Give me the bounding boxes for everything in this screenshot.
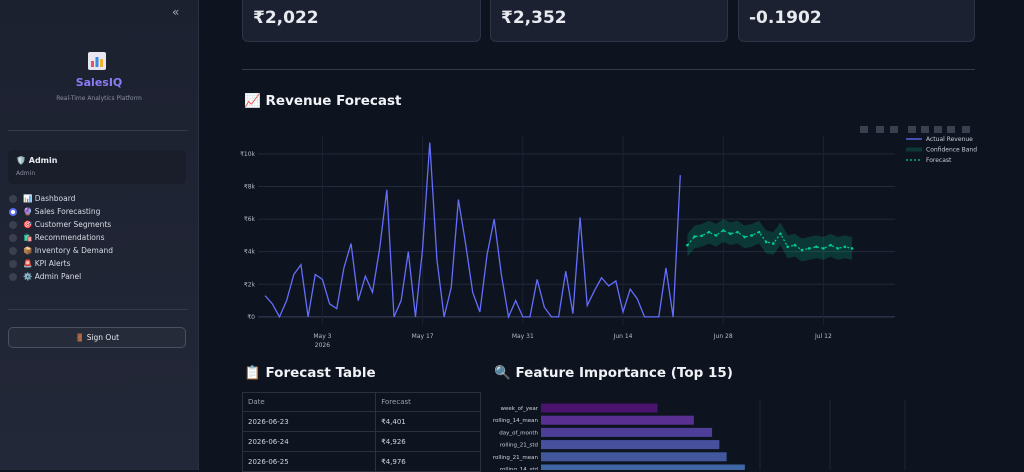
divider: [242, 69, 975, 70]
forecast-marker: [822, 247, 825, 250]
x-tick-label: May 17: [412, 333, 434, 340]
legend-swatch: [906, 147, 922, 152]
metric-value: -0.1902: [749, 8, 822, 28]
y-tick-label: rolling_21_mean: [493, 455, 539, 461]
legend-label: Actual Revenue: [926, 136, 973, 143]
y-tick-label: ₹6k: [244, 216, 256, 223]
metric-card: -0.1902: [738, 0, 975, 42]
metric-card: ₹2,022: [242, 0, 481, 42]
forecast-marker: [850, 247, 854, 250]
brand: SalesIQ: [75, 76, 123, 89]
collapse-button[interactable]: «: [172, 5, 180, 19]
series-line: [686, 229, 853, 251]
section-title: 📈 Revenue Forecast: [244, 93, 402, 109]
forecast-marker: [729, 232, 732, 236]
x-tick-label: Jul 12: [814, 333, 832, 340]
sign-out-button[interactable]: 🚪 Sign Out: [8, 327, 186, 348]
forecast-marker: [686, 243, 689, 247]
x-tick-label: May 31: [512, 333, 534, 340]
nav-item[interactable]: 📦 Inventory & Demand: [9, 246, 113, 255]
forecast-marker: [693, 235, 696, 238]
bar: [541, 440, 720, 450]
y-tick-label: ₹4k: [244, 249, 256, 256]
x-tick-label: Jun 14: [613, 333, 633, 340]
y-tick-label: rolling_14_mean: [493, 418, 539, 424]
bar: [541, 452, 727, 462]
forecast-marker: [836, 247, 840, 250]
forecast-marker: [743, 235, 746, 239]
x-tick-label: May 3: [313, 333, 331, 340]
forecast-marker: [793, 243, 797, 247]
divider: [8, 309, 188, 310]
metric-card: ₹2,352: [490, 0, 728, 42]
forecast-marker: [814, 245, 818, 249]
y-tick-label: ₹10k: [240, 151, 255, 158]
legend-label: Confidence Band: [926, 147, 977, 154]
y-tick-label: rolling_21_std: [500, 443, 538, 449]
section-title: 🔍 Feature Importance (Top 15): [494, 365, 733, 381]
nav-label: 📊 Dashboard: [23, 194, 76, 203]
forecast-marker: [764, 240, 768, 244]
forecast-marker: [829, 243, 832, 247]
forecast-marker: [800, 248, 804, 252]
nav-item[interactable]: 📊 Dashboard: [9, 194, 75, 203]
tagline: Real-Time Analytics Platform: [56, 95, 142, 102]
forecast-marker: [700, 234, 704, 238]
nav-label: 🚨 KPI Alerts: [23, 259, 71, 268]
nav-label: ⚙️ Admin Panel: [23, 272, 82, 281]
sidebar: « SalesIQ Real-Time Analytics Platform 🛡…: [0, 0, 199, 470]
forecast-marker: [843, 245, 847, 249]
nav-label: 📦 Inventory & Demand: [23, 246, 113, 255]
forecast-table: Date Forecast 2026-06-23 ₹4,401 2026-06-24…: [241, 392, 481, 472]
forecast-marker: [714, 234, 718, 237]
forecast-marker: [750, 234, 754, 237]
section-title: 📋 Forecast Table: [244, 365, 376, 381]
y-tick-label: ₹8k: [244, 184, 256, 191]
y-tick-label: week_of_year: [500, 406, 538, 412]
forecast-marker: [757, 230, 761, 234]
series-line: [264, 142, 681, 320]
user-card: 🛡️ Admin Admin: [8, 150, 186, 184]
forecast-marker: [786, 245, 789, 249]
forecast-marker: [807, 247, 811, 250]
forecast-marker: [772, 242, 775, 245]
legend-label: Forecast: [926, 157, 952, 164]
user-name: 🛡️ Admin: [16, 156, 58, 165]
nav-label: 🛍️ Recommendations: [23, 233, 105, 242]
user-role: Admin: [16, 170, 36, 177]
nav-label: 🔮 Sales Forecasting: [23, 207, 101, 216]
metric-value: ₹2,022: [253, 8, 319, 28]
bar: [541, 403, 658, 413]
bar: [541, 427, 713, 437]
forecast-marker: [779, 232, 782, 236]
forecast-marker: [721, 229, 725, 232]
forecast-marker: [707, 230, 711, 234]
nav-item[interactable]: 🚨 KPI Alerts: [9, 259, 71, 268]
nav-label: 🎯 Customer Segments: [23, 220, 112, 229]
divider: [8, 130, 188, 131]
logo: [88, 52, 106, 70]
y-tick-label: ₹0: [247, 314, 255, 321]
modebar[interactable]: [860, 126, 970, 133]
bar: [541, 415, 694, 425]
y-tick-label: ₹2k: [244, 281, 256, 288]
nav-item[interactable]: ⚙️ Admin Panel: [9, 272, 81, 281]
confidence-band: [687, 219, 853, 262]
x-year-label: 2026: [315, 342, 330, 349]
forecast-marker: [736, 230, 739, 234]
y-tick-label: day_of_month: [499, 430, 538, 436]
nav-item[interactable]: 🔮 Sales Forecasting: [9, 207, 100, 216]
bar: [541, 464, 745, 470]
nav-item[interactable]: 🎯 Customer Segments: [9, 220, 111, 229]
metric-value: ₹2,352: [501, 8, 567, 28]
nav-item[interactable]: 🛍️ Recommendations: [9, 233, 105, 242]
x-tick-label: Jun 28: [713, 333, 733, 340]
y-tick-label: rolling_14_std: [500, 467, 538, 470]
